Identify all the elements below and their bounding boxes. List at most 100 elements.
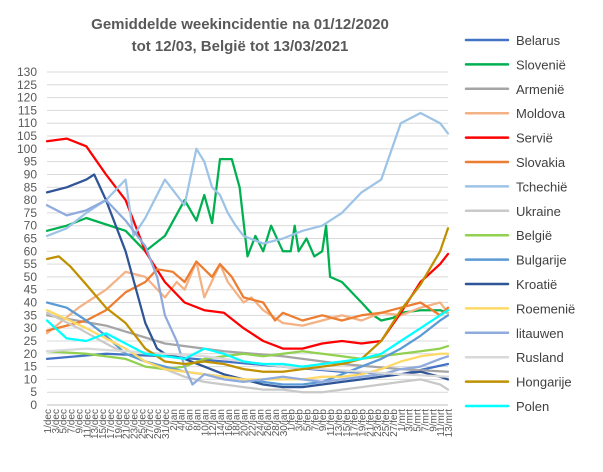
y-tick-label: 75 bbox=[24, 206, 38, 220]
x-tick-label: 22/jan bbox=[247, 409, 258, 436]
y-tick-label: 110 bbox=[18, 116, 37, 130]
legend-label: Kroatië bbox=[516, 277, 557, 292]
series-line-belgië bbox=[45, 344, 450, 371]
legend-label: Rusland bbox=[516, 350, 564, 365]
y-tick-label: 20 bbox=[24, 347, 38, 361]
y-tick-label: 0 bbox=[30, 398, 37, 412]
y-tick-label: 55 bbox=[24, 257, 38, 271]
y-tick-label: 120 bbox=[17, 91, 37, 105]
legend-label: Belarus bbox=[516, 33, 561, 48]
x-tick-label: 13/feb bbox=[334, 409, 345, 437]
y-tick-label: 60 bbox=[24, 244, 38, 258]
x-tick-label: 7/feb bbox=[310, 409, 321, 432]
x-tick-label: 30/jan bbox=[279, 409, 290, 436]
legend-label: Servië bbox=[516, 131, 553, 146]
x-tick-label: 7/mrt bbox=[420, 409, 431, 432]
y-tick-label: 130 bbox=[17, 65, 37, 79]
y-tick-label: 125 bbox=[17, 78, 37, 92]
legend-label: Tchechië bbox=[516, 179, 567, 194]
legend-label: litauwen bbox=[516, 326, 564, 341]
x-tick-label: 4/jan bbox=[177, 409, 188, 431]
x-tick-label: 15/feb bbox=[342, 409, 353, 437]
x-tick-label: 14/jan bbox=[216, 409, 227, 436]
legend-label: Hongarije bbox=[516, 375, 572, 390]
x-tick-label: 26/jan bbox=[263, 409, 274, 436]
y-tick-label: 5 bbox=[30, 385, 37, 399]
x-tick-label: 6/jan bbox=[185, 409, 196, 431]
x-tick-label: 29/dec bbox=[153, 409, 164, 439]
x-tick-label: 13/dec bbox=[90, 409, 101, 439]
x-tick-label: 24/jan bbox=[255, 409, 266, 436]
y-tick-label: 15 bbox=[24, 360, 38, 374]
x-tick-label: 3/feb bbox=[295, 409, 306, 432]
x-tick-label: 11/dec bbox=[82, 409, 93, 438]
series-line-slovenië bbox=[45, 157, 450, 322]
x-tick-label: 25/feb bbox=[381, 409, 392, 437]
y-tick-label: 70 bbox=[24, 219, 38, 233]
y-tick-label: 65 bbox=[24, 232, 38, 246]
legend-label: Slovakia bbox=[516, 155, 566, 170]
x-tick-label: 18/jan bbox=[232, 409, 243, 436]
x-tick-label: 15/dec bbox=[98, 409, 109, 439]
series-line-slovakia bbox=[45, 260, 450, 332]
x-tick-label: 31/dec bbox=[161, 409, 172, 439]
series-line-servië bbox=[45, 137, 450, 350]
y-tick-label: 10 bbox=[24, 372, 38, 386]
y-tick-label: 25 bbox=[24, 334, 38, 348]
chart-title-line-2: tot 12/03, België tot 13/03/2021 bbox=[131, 38, 349, 55]
x-tick-label: 23/feb bbox=[373, 409, 384, 437]
series-line-tchechië bbox=[45, 111, 450, 245]
x-tick-label: 28/jan bbox=[271, 409, 282, 436]
legend-label: Roemenië bbox=[516, 301, 575, 316]
y-tick-label: 115 bbox=[18, 103, 37, 117]
x-tick-label: 9/feb bbox=[318, 409, 329, 432]
x-tick-label: 21/feb bbox=[365, 409, 376, 437]
x-tick-label: 13/mrt bbox=[444, 409, 455, 438]
y-tick-label: 90 bbox=[24, 167, 38, 181]
legend-label: Bulgarije bbox=[516, 253, 567, 268]
y-tick-label: 40 bbox=[24, 296, 38, 310]
series-line-armenië bbox=[45, 314, 450, 373]
x-tick-label: 16/jan bbox=[224, 409, 235, 436]
legend-label: Polen bbox=[516, 399, 549, 414]
x-tick-label: 1/dec bbox=[43, 409, 54, 433]
x-tick-label: 19/feb bbox=[358, 409, 369, 437]
x-tick-label: 1/feb bbox=[287, 409, 298, 432]
legend-label: Slovenië bbox=[516, 57, 566, 72]
x-tick-label: 27/feb bbox=[389, 409, 400, 437]
x-tick-label: 7/dec bbox=[67, 409, 78, 433]
x-tick-label: 9/dec bbox=[74, 409, 85, 433]
y-tick-label: 35 bbox=[24, 308, 38, 322]
legend-label: Ukraine bbox=[516, 204, 561, 219]
y-tick-label: 105 bbox=[17, 129, 37, 143]
x-tick-label: 11/feb bbox=[326, 409, 337, 436]
x-tick-label: 9/mrt bbox=[428, 409, 439, 432]
legend-label: Armenië bbox=[516, 82, 564, 97]
x-tick-label: 11/mrt bbox=[436, 409, 447, 437]
x-tick-label: 17/feb bbox=[350, 409, 361, 437]
series-line-kroatië bbox=[45, 173, 450, 389]
x-tick-label: 20/jan bbox=[240, 409, 251, 436]
x-tick-label: 3/mrt bbox=[405, 409, 416, 432]
y-tick-label: 30 bbox=[24, 321, 38, 335]
x-tick-label: 5/mrt bbox=[413, 409, 424, 432]
series-line-litauwen bbox=[45, 198, 450, 386]
chart-title-line-1: Gemiddelde weekincidentie na 01/12/2020 bbox=[91, 16, 389, 33]
x-tick-label: 12/jan bbox=[208, 409, 219, 436]
x-tick-label: 10/jan bbox=[200, 409, 211, 436]
y-tick-label: 95 bbox=[24, 155, 38, 169]
x-tick-label: 17/dec bbox=[106, 409, 117, 439]
x-tick-label: 5/dec bbox=[59, 409, 70, 433]
x-tick-label: 1/mrt bbox=[397, 409, 408, 432]
series-line-roemenië bbox=[45, 309, 450, 381]
x-tick-label: 19/dec bbox=[114, 409, 125, 439]
legend-label: Moldova bbox=[516, 106, 566, 121]
x-tick-label: 8/jan bbox=[192, 409, 203, 431]
x-tick-label: 5/feb bbox=[302, 409, 313, 432]
x-tick-label: 21/dec bbox=[122, 409, 133, 439]
x-tick-label: 25/dec bbox=[137, 409, 148, 439]
x-tick-label: 27/dec bbox=[145, 409, 156, 439]
x-tick-label: 3/dec bbox=[51, 409, 62, 433]
